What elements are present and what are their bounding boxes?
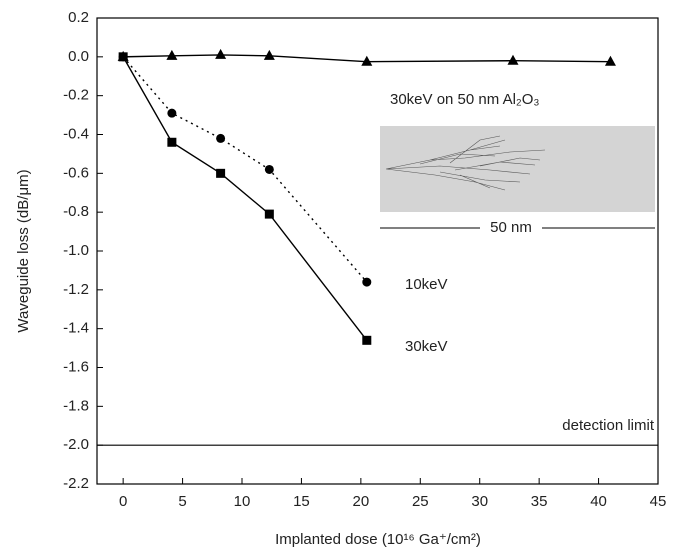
x-tick-label: 40 [590, 493, 607, 510]
scale-label: 50 nm [490, 219, 532, 236]
marker [215, 48, 227, 59]
marker [264, 209, 274, 219]
series-label: 30keV [405, 338, 448, 355]
x-tick-label: 35 [531, 493, 548, 510]
y-tick-label: -0.6 [63, 164, 89, 181]
y-axis-label: Waveguide loss (dB/μm) [15, 169, 32, 332]
x-tick-label: 10 [234, 493, 251, 510]
y-tick-label: -0.2 [63, 87, 89, 104]
series-line [122, 56, 368, 341]
y-tick-label: -1.2 [63, 281, 89, 298]
y-tick-label: -1.8 [63, 397, 89, 414]
x-tick-label: 0 [119, 493, 127, 510]
inset-image [380, 126, 655, 212]
x-tick-label: 5 [178, 493, 186, 510]
marker [362, 335, 372, 345]
marker [167, 137, 177, 147]
y-tick-label: -1.0 [63, 242, 89, 259]
inset-tree [385, 135, 546, 191]
y-tick-label: -0.8 [63, 203, 89, 220]
y-tick-label: 0.2 [68, 9, 89, 26]
marker [507, 54, 519, 65]
x-tick-label: 45 [650, 493, 667, 510]
marker [361, 55, 373, 66]
marker [167, 108, 177, 118]
marker [118, 52, 128, 62]
y-tick-label: -2.0 [63, 436, 89, 453]
y-tick-label: 0.0 [68, 48, 89, 65]
y-tick-label: -1.6 [63, 358, 89, 375]
x-tick-label: 20 [353, 493, 370, 510]
marker [216, 133, 226, 143]
x-tick-label: 30 [471, 493, 488, 510]
marker [604, 55, 616, 66]
series-label: 10keV [405, 276, 448, 293]
x-axis-label: Implanted dose (10¹⁶ Ga⁺/cm²) [275, 531, 481, 548]
y-tick-label: -2.2 [63, 475, 89, 492]
marker [166, 49, 178, 60]
marker [216, 168, 226, 178]
x-tick-label: 25 [412, 493, 429, 510]
detection-limit-label: detection limit [562, 417, 655, 434]
marker [263, 49, 275, 60]
series-line [122, 56, 368, 283]
y-tick-label: -0.4 [63, 125, 89, 142]
marker [264, 164, 274, 174]
marker [362, 277, 372, 287]
y-tick-label: -1.4 [63, 320, 89, 337]
x-tick-label: 15 [293, 493, 310, 510]
series-label: 30keV on 50 nm Al₂O₃ [390, 91, 540, 108]
plot-frame [96, 17, 659, 485]
